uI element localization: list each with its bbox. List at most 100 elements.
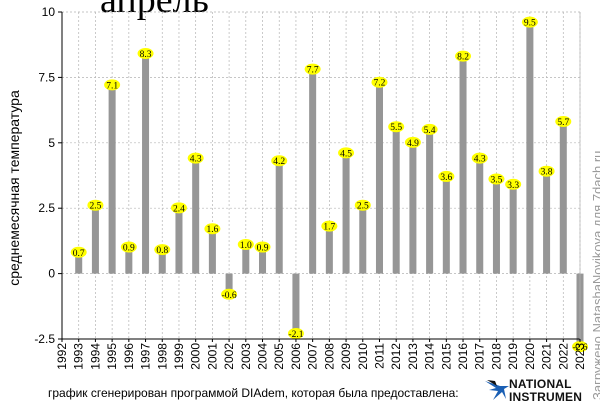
- data-label-bg: [70, 246, 87, 258]
- x-tick-label: 2003: [239, 343, 253, 370]
- x-tick-label: 2019: [506, 343, 520, 370]
- data-label: -2.6: [572, 343, 587, 353]
- data-label-bg: [354, 199, 371, 211]
- data-label: 4.5: [340, 149, 352, 159]
- data-label: 4.9: [407, 139, 419, 149]
- bar: [543, 174, 551, 274]
- bar: [142, 56, 150, 274]
- y-tick-label: 10: [42, 5, 56, 19]
- data-label-bg: [237, 238, 254, 250]
- y-tick-label: 5: [48, 136, 55, 150]
- data-label: 0.9: [257, 244, 269, 254]
- data-label: 3.3: [507, 181, 519, 191]
- data-label-bg: [87, 199, 104, 211]
- x-tick-label: 2015: [439, 343, 453, 370]
- data-label-bg: [404, 136, 421, 148]
- data-label-bg: [438, 170, 455, 182]
- data-label-bg: [421, 123, 438, 135]
- footer-credit-text: график сгенерирован программой DIAdem, к…: [48, 386, 459, 400]
- data-label-bg: [187, 152, 204, 164]
- bar: [559, 124, 567, 274]
- bar: [275, 163, 283, 274]
- data-label-bg: [521, 16, 538, 28]
- data-label: 9.5: [524, 19, 536, 29]
- bar: [242, 247, 250, 274]
- side-watermark: Загружено NatashaNovikova для 7dach.ru: [590, 150, 600, 400]
- bar: [108, 87, 116, 274]
- data-label-bg: [304, 63, 321, 75]
- y-tick-label: -2.5: [34, 332, 55, 346]
- data-label-bg: [388, 121, 405, 133]
- y-tick-label: 2.5: [38, 201, 55, 215]
- x-tick-label: 2005: [272, 343, 286, 370]
- x-tick-label: 2006: [289, 343, 303, 370]
- x-tick-label: 2020: [523, 343, 537, 370]
- bar: [509, 187, 517, 274]
- data-label-bg: [137, 47, 154, 59]
- data-label: 8.2: [457, 53, 469, 63]
- x-tick-label: 2010: [356, 343, 370, 370]
- x-tick-label: 2007: [306, 343, 320, 370]
- data-label-bg: [221, 288, 238, 300]
- bar: [309, 72, 317, 274]
- eagle-logo-icon: [485, 380, 509, 400]
- data-label: -2.1: [288, 330, 303, 340]
- bar: [125, 250, 133, 274]
- x-tick-label: 2022: [556, 343, 570, 370]
- data-label: 5.7: [557, 118, 569, 128]
- x-tick-label: 2000: [189, 343, 203, 370]
- x-tick-label: 2016: [456, 343, 470, 370]
- x-tick-label: 2012: [389, 343, 403, 370]
- bar: [392, 129, 400, 274]
- data-label-bg: [455, 50, 472, 62]
- chart-title: апрель: [100, 0, 209, 21]
- data-label: 5.5: [390, 123, 402, 133]
- data-label-bg: [120, 241, 137, 253]
- bar: [342, 155, 350, 274]
- data-label: 0.8: [156, 246, 168, 256]
- bar: [192, 161, 200, 274]
- x-tick-label: 2004: [256, 343, 270, 370]
- data-label: 0.9: [123, 244, 135, 254]
- x-tick-label: 1999: [172, 343, 186, 370]
- national-instruments-logo: NATIONAL INSTRUMEN: [484, 376, 584, 404]
- bar: [426, 132, 434, 274]
- data-label-bg: [371, 76, 388, 88]
- y-tick-label: 0: [48, 267, 55, 281]
- data-label-bg: [538, 165, 555, 177]
- x-tick-label: 1998: [155, 343, 169, 370]
- data-label: 2.5: [357, 202, 369, 212]
- data-label: 1.0: [240, 241, 252, 251]
- data-label-bg: [572, 341, 588, 353]
- x-tick-label: 2023: [573, 343, 587, 370]
- bar: [442, 179, 450, 274]
- data-label: 4.3: [474, 155, 486, 165]
- bar: [409, 145, 417, 274]
- data-label-bg: [271, 155, 288, 167]
- x-tick-label: 2018: [489, 343, 503, 370]
- x-tick-label: 2009: [339, 343, 353, 370]
- y-tick-label: 7.5: [38, 70, 55, 84]
- data-label-bg: [170, 202, 187, 214]
- x-tick-label: 2013: [406, 343, 420, 370]
- bar: [91, 208, 99, 274]
- bar: [175, 210, 183, 274]
- x-tick-label: 2014: [423, 343, 437, 370]
- data-label-bg: [204, 223, 221, 235]
- data-label: 0.7: [73, 249, 85, 259]
- data-label-bg: [505, 178, 522, 190]
- data-label-bg: [254, 241, 271, 253]
- bar: [492, 182, 500, 274]
- bar: [75, 255, 83, 274]
- x-tick-label: 2021: [540, 343, 554, 370]
- bar: [476, 161, 484, 274]
- data-label: 1.6: [206, 225, 218, 235]
- bar: [526, 25, 534, 274]
- data-label-bg: [488, 173, 505, 185]
- x-tick-label: 1995: [105, 343, 119, 370]
- data-label-bg: [338, 147, 355, 159]
- data-label: 4.2: [273, 157, 285, 167]
- x-tick-label: 1993: [72, 343, 86, 370]
- logo-text-line1: NATIONAL: [509, 377, 572, 391]
- x-tick-label: 1992: [55, 343, 69, 370]
